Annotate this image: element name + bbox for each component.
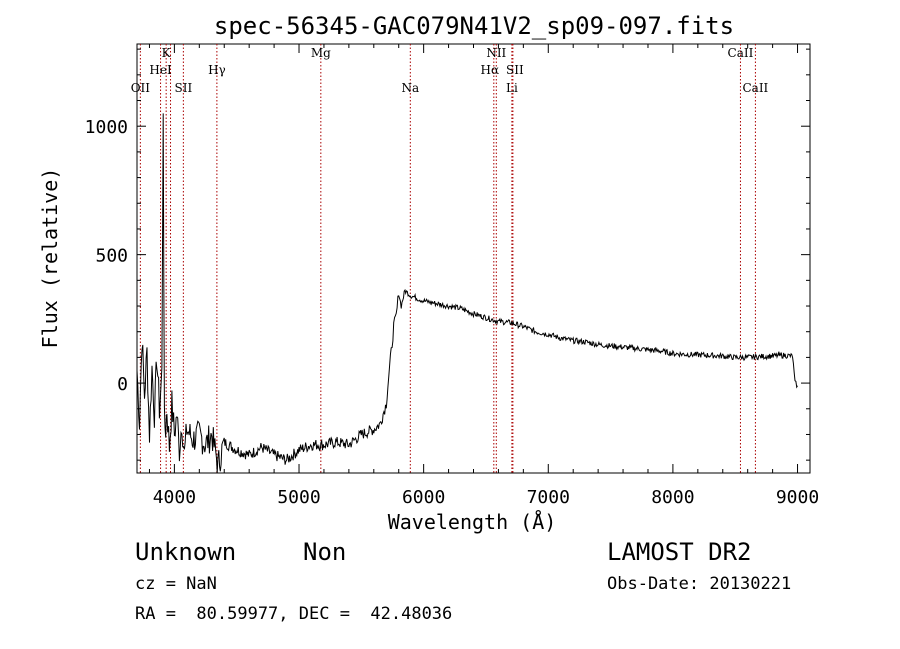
- plot-frame: [136, 43, 811, 474]
- x-tick-label: 6000: [402, 487, 445, 508]
- line-label: HeI: [149, 63, 172, 77]
- line-label: K: [162, 46, 172, 60]
- obs-date: Obs-Date: 20130221: [607, 574, 792, 594]
- y-tick-label: 0: [117, 374, 128, 395]
- x-tick-label: 4000: [153, 487, 196, 508]
- line-label: Hγ: [208, 63, 226, 77]
- y-tick-label: 500: [95, 246, 128, 267]
- survey-name: LAMOST DR2: [607, 538, 752, 566]
- x-axis: 4000 5000 6000 7000 8000 9000: [148, 44, 819, 508]
- line-markers: [139, 44, 756, 473]
- line-label: SII: [175, 81, 193, 95]
- chart-title: spec-56345-GAC079N41V2_sp09-097.fits: [214, 12, 734, 40]
- object-subclass: Non: [303, 538, 347, 566]
- y-axis: 0 500 1000: [85, 48, 810, 461]
- redshift: cz = NaN: [135, 574, 217, 594]
- line-label: Li: [506, 81, 518, 95]
- object-class: Unknown: [135, 538, 237, 566]
- line-label: OII: [131, 81, 151, 95]
- y-tick-label: 1000: [85, 117, 128, 138]
- spectrum-chart: spec-56345-GAC079N41V2_sp09-097.fits OII…: [38, 12, 819, 534]
- y-axis-label: Flux (relative): [38, 168, 62, 349]
- line-label: NII: [486, 46, 506, 60]
- line-label: CaII: [728, 46, 754, 60]
- x-tick-label: 5000: [277, 487, 320, 508]
- x-tick-label: 7000: [527, 487, 570, 508]
- x-axis-label: Wavelength (Å): [388, 510, 557, 534]
- line-label: Hα: [481, 63, 500, 77]
- coordinates: RA = 80.59977, DEC = 42.48036: [135, 604, 453, 624]
- x-tick-label: 9000: [776, 487, 819, 508]
- spectrum-line: [136, 113, 798, 474]
- x-tick-label: 8000: [651, 487, 694, 508]
- line-label: Na: [401, 81, 419, 95]
- line-label: CaII: [742, 81, 768, 95]
- line-label: SII: [506, 63, 524, 77]
- line-label: Mg: [311, 46, 331, 60]
